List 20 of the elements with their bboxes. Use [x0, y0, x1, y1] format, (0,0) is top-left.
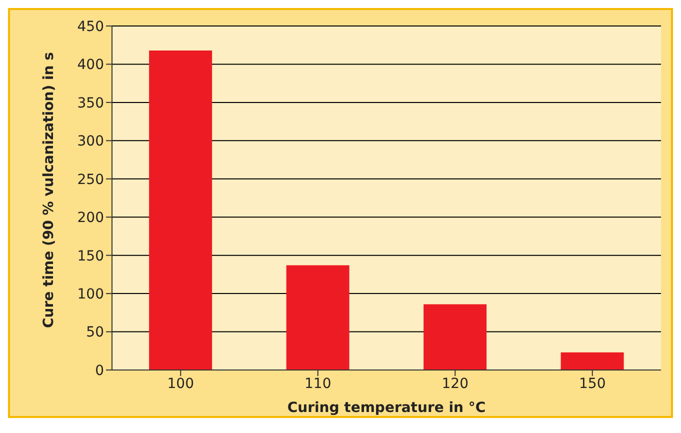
y-tick-label: 200 — [77, 210, 104, 226]
bar — [424, 304, 487, 370]
bar — [149, 50, 212, 370]
y-tick-label: 100 — [77, 286, 104, 303]
x-tick-label: 150 — [579, 376, 606, 392]
bar — [560, 352, 624, 370]
y-tick-label: 150 — [77, 248, 104, 264]
x-tick-label: 110 — [304, 376, 332, 392]
x-tick-label: 100 — [167, 376, 194, 392]
y-axis-title: Cure time (90 % vulcanization) in s — [40, 52, 57, 328]
y-tick-label: 250 — [77, 172, 104, 188]
y-tick-label: 50 — [86, 324, 104, 341]
x-tick-label: 120 — [442, 376, 468, 392]
y-tick-label: 0 — [95, 362, 104, 379]
y-tick-label: 350 — [77, 95, 104, 112]
bar — [286, 265, 350, 370]
y-tick-label: 300 — [77, 134, 104, 150]
y-tick-label: 450 — [77, 18, 104, 35]
y-tick-label: 400 — [77, 57, 104, 74]
x-axis-title: Curing temperature in °C — [287, 400, 486, 416]
